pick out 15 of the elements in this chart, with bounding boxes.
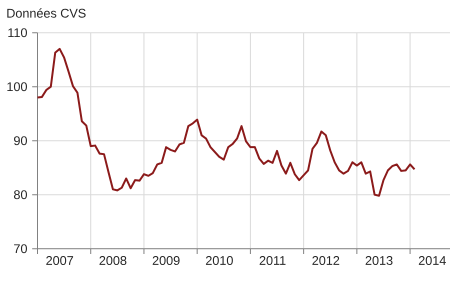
x-tick-label: 2008 [99,256,126,265]
y-tick-label: 70 [14,244,27,254]
line-series [36,48,416,197]
y-axis-title: Données CVS [7,8,86,18]
x-tick-label: 2013 [366,256,393,265]
x-tick-label: 2014 [418,256,446,265]
x-tick-label: 2012 [312,256,340,265]
y-tick-label: 90 [14,136,27,146]
x-tick-label: 2007 [46,256,74,265]
y-tick-label: 110 [8,28,27,38]
x-tick-label: 2011 [260,256,286,265]
y-tick-label: 80 [14,190,27,200]
y-tick-label: 100 [7,82,27,92]
x-tick-label: 2010 [206,256,233,265]
x-tick-label: 2009 [152,256,180,265]
